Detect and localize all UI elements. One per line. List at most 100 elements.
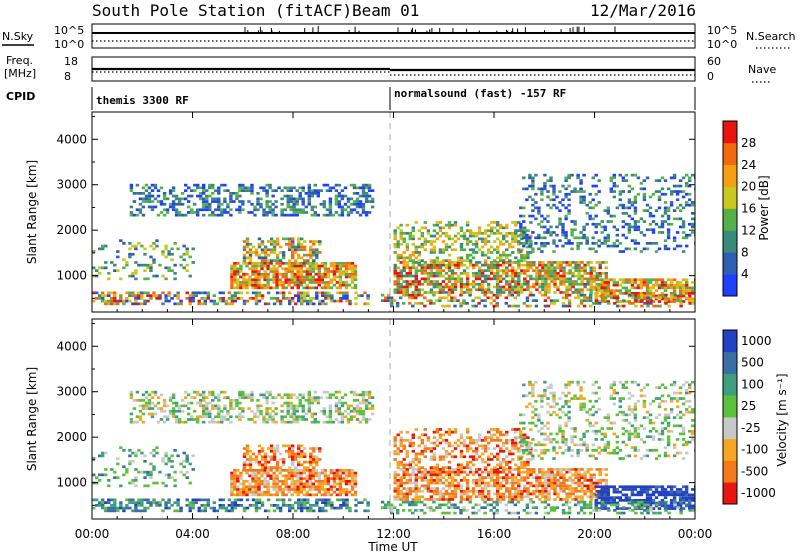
velocity-cell	[353, 482, 358, 486]
power-cell	[396, 253, 400, 257]
power-cell	[606, 209, 610, 212]
velocity-cell	[185, 498, 189, 502]
power-cell	[483, 261, 488, 264]
power-cell	[250, 183, 254, 187]
power-cell	[675, 198, 680, 202]
power-cell	[535, 269, 539, 272]
power-cell	[487, 234, 491, 238]
power-cell	[315, 248, 319, 252]
power-cell	[150, 200, 155, 203]
power-cell	[348, 302, 352, 306]
velocity-cell	[174, 404, 179, 408]
velocity-cell	[292, 415, 296, 419]
velocity-cell	[167, 501, 171, 504]
power-cell	[131, 302, 135, 306]
power-cell	[477, 274, 482, 278]
velocity-cell	[161, 457, 165, 460]
velocity-cell	[287, 485, 291, 489]
power-cell	[289, 213, 293, 217]
velocity-cell	[315, 460, 319, 464]
power-cell	[311, 270, 315, 273]
power-cell	[465, 242, 470, 246]
velocity-cell	[104, 506, 108, 510]
velocity-cell	[364, 401, 369, 405]
velocity-cell	[345, 506, 349, 510]
power-cell	[639, 281, 644, 284]
velocity-cell	[266, 466, 271, 469]
velocity-cell	[577, 479, 581, 482]
power-cell	[286, 197, 290, 201]
velocity-cell	[447, 473, 452, 477]
velocity-cell	[477, 479, 482, 482]
power-cell	[459, 288, 464, 292]
power-cell	[230, 278, 234, 282]
power-cell	[582, 293, 587, 297]
velocity-cell	[132, 399, 137, 402]
power-cell	[281, 275, 285, 279]
velocity-cell	[233, 474, 237, 478]
velocity-cell	[574, 487, 578, 490]
power-cell	[197, 302, 201, 306]
velocity-cell	[223, 407, 227, 410]
power-cell	[544, 282, 548, 286]
power-cell	[595, 274, 599, 278]
velocity-cell	[438, 479, 443, 482]
power-cell	[598, 302, 602, 305]
power-cell	[499, 291, 503, 294]
power-cell	[423, 280, 427, 283]
velocity-cell	[547, 479, 551, 482]
power-cell	[265, 189, 269, 192]
colorbar-swatch	[723, 274, 737, 297]
power-cell	[631, 293, 635, 297]
power-cell	[544, 274, 548, 278]
velocity-cell	[586, 479, 590, 482]
power-cell	[305, 275, 309, 279]
velocity-cell	[140, 451, 144, 455]
power-cell	[444, 304, 448, 308]
velocity-cell	[450, 481, 455, 485]
power-cell	[487, 291, 491, 294]
velocity-cell	[308, 471, 312, 475]
power-cell	[349, 197, 354, 201]
power-cell	[402, 280, 406, 283]
velocity-cell	[292, 404, 296, 408]
power-cell	[493, 261, 497, 264]
velocity-cell	[462, 479, 467, 482]
power-cell	[456, 299, 460, 302]
power-cell	[245, 281, 249, 284]
power-cell	[338, 281, 343, 284]
power-cell	[598, 266, 602, 270]
velocity-cell	[284, 482, 288, 486]
velocity-cell	[483, 498, 488, 501]
power-cell	[633, 195, 638, 199]
power-cell	[592, 266, 596, 270]
power-cell	[508, 263, 512, 267]
velocity-cell	[131, 509, 135, 513]
power-cell	[594, 297, 598, 301]
power-cell	[630, 286, 635, 290]
power-cell	[268, 211, 272, 214]
velocity-cell	[272, 485, 276, 489]
power-cell	[291, 251, 295, 254]
velocity-cell	[453, 468, 458, 471]
velocity-cell	[116, 462, 120, 466]
power-cell	[308, 270, 312, 273]
power-cell	[153, 186, 158, 190]
power-cell	[220, 208, 224, 212]
velocity-cell	[327, 498, 331, 502]
power-cell	[444, 263, 449, 267]
power-cell	[654, 278, 659, 282]
power-cell	[499, 274, 503, 278]
power-cell	[514, 269, 518, 272]
velocity-cell	[408, 492, 412, 496]
velocity-cell	[544, 481, 548, 485]
power-cell	[465, 237, 470, 241]
velocity-cell	[223, 390, 227, 394]
velocity-cell	[238, 407, 242, 410]
velocity-cell	[426, 479, 431, 482]
power-cell	[685, 182, 689, 185]
power-cell	[465, 253, 470, 257]
power-cell	[119, 239, 123, 242]
power-cell	[423, 269, 427, 272]
velocity-cell	[242, 493, 246, 497]
